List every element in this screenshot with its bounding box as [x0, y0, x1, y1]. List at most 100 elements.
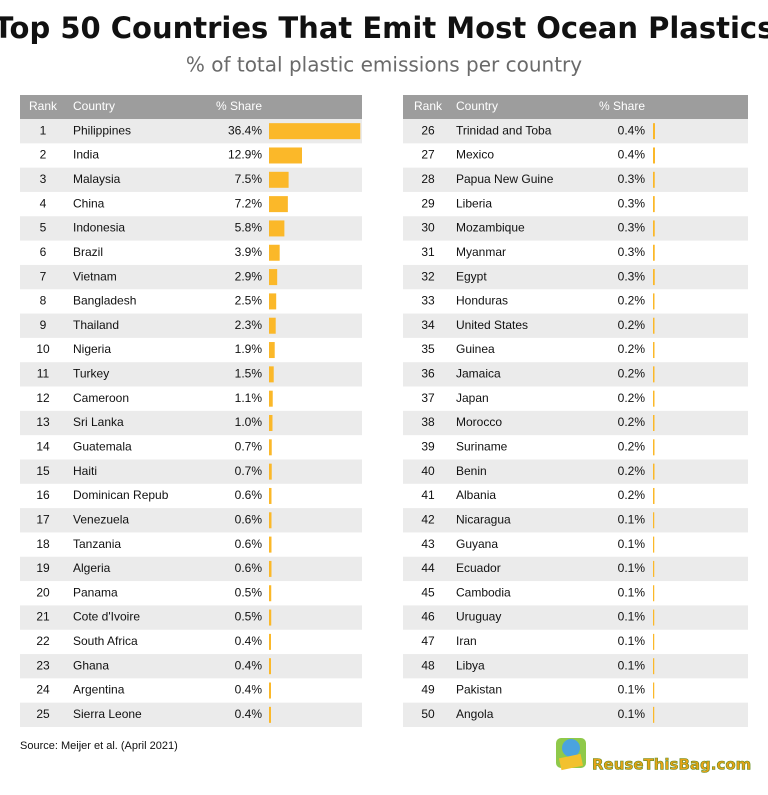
- country-cell: Iran: [456, 634, 477, 648]
- share-cell: 0.2%: [618, 342, 646, 356]
- row-shade: [403, 702, 748, 727]
- country-cell: Suriname: [456, 439, 508, 453]
- share-cell: 0.5%: [235, 585, 263, 599]
- bar: [269, 560, 272, 577]
- rank-cell: 35: [421, 342, 435, 356]
- rank-cell: 42: [421, 512, 435, 526]
- rank-cell: 37: [421, 391, 435, 405]
- share-cell: 0.2%: [618, 318, 646, 332]
- row-shade: [20, 459, 362, 484]
- share-cell: 0.2%: [618, 294, 646, 308]
- bar: [653, 682, 655, 699]
- bar: [269, 682, 271, 699]
- bar: [653, 317, 655, 334]
- rank-cell: 45: [421, 585, 435, 599]
- share-cell: 36.4%: [228, 123, 262, 137]
- rank-cell: 44: [421, 561, 435, 575]
- share-cell: 0.3%: [618, 172, 646, 186]
- rank-cell: 28: [421, 172, 435, 186]
- rank-cell: 14: [36, 439, 50, 453]
- country-cell: Myanmar: [456, 245, 506, 259]
- country-cell: Libya: [456, 658, 485, 672]
- country-cell: Ecuador: [456, 561, 501, 575]
- share-cell: 0.1%: [618, 537, 646, 551]
- share-cell: 1.5%: [235, 367, 263, 381]
- row-shade: [403, 167, 748, 192]
- country-cell: Honduras: [456, 294, 508, 308]
- share-cell: 0.6%: [235, 561, 263, 575]
- rank-cell: 34: [421, 318, 435, 332]
- chart-title: Top 50 Countries That Emit Most Ocean Pl…: [0, 11, 768, 45]
- rank-cell: 24: [36, 683, 50, 697]
- share-cell: 1.9%: [235, 342, 263, 356]
- bar: [653, 463, 655, 480]
- share-cell: 2.3%: [235, 318, 263, 332]
- row-shade: [20, 313, 362, 338]
- country-cell: Mozambique: [456, 221, 525, 235]
- country-cell: Mexico: [456, 148, 494, 162]
- bar: [269, 269, 278, 286]
- row-shade: [20, 216, 362, 241]
- bar: [653, 560, 655, 577]
- bar: [653, 366, 655, 383]
- bar: [269, 633, 271, 650]
- country-cell: Dominican Repub: [73, 488, 169, 502]
- bar: [269, 123, 361, 140]
- share-cell: 1.0%: [235, 415, 263, 429]
- rank-cell: 5: [40, 221, 47, 235]
- bar: [269, 658, 271, 675]
- bar: [269, 390, 273, 407]
- bar: [653, 609, 655, 626]
- country-cell: Vietnam: [73, 269, 117, 283]
- row-shade: [20, 264, 362, 290]
- share-cell: 1.1%: [235, 391, 263, 405]
- bar: [653, 269, 655, 286]
- share-cell: 12.9%: [228, 148, 262, 162]
- rank-cell: 36: [421, 367, 435, 381]
- share-cell: 0.1%: [618, 707, 646, 721]
- bar: [269, 366, 274, 383]
- country-cell: Guatemala: [73, 439, 132, 453]
- bar: [269, 293, 277, 310]
- rank-cell: 33: [421, 294, 435, 308]
- rank-cell: 50: [421, 707, 435, 721]
- rank-cell: 18: [36, 537, 50, 551]
- share-cell: 0.6%: [235, 537, 263, 551]
- country-cell: Trinidad and Toba: [456, 123, 552, 137]
- bar: [269, 487, 272, 504]
- share-cell: 0.3%: [618, 196, 646, 210]
- rank-cell: 25: [36, 707, 50, 721]
- row-shade: [20, 362, 362, 387]
- bar: [653, 487, 655, 504]
- rank-cell: 26: [421, 123, 435, 137]
- row-shade: [403, 216, 748, 241]
- bar: [269, 244, 280, 261]
- row-shade: [20, 605, 362, 630]
- bar: [653, 439, 655, 456]
- share-cell: 7.5%: [235, 172, 263, 186]
- rank-cell: 32: [421, 269, 435, 283]
- share-cell: 0.1%: [618, 634, 646, 648]
- share-cell: 0.3%: [618, 269, 646, 283]
- country-cell: Cameroon: [73, 391, 129, 405]
- bar: [269, 220, 285, 237]
- rank-cell: 31: [421, 245, 435, 259]
- rank-cell: 12: [36, 391, 50, 405]
- country-cell: Indonesia: [73, 221, 125, 235]
- bar: [269, 463, 272, 480]
- bar: [653, 147, 655, 164]
- bar: [269, 585, 272, 602]
- bar: [653, 244, 655, 261]
- header-cell: Rank: [414, 99, 443, 113]
- source-note: Source: Meijer et al. (April 2021): [20, 740, 178, 752]
- rank-cell: 21: [36, 610, 50, 624]
- row-shade: [403, 556, 748, 582]
- rank-cell: 39: [421, 439, 435, 453]
- country-cell: Ghana: [73, 658, 109, 672]
- row-shade: [403, 459, 748, 484]
- country-cell: Angola: [456, 707, 494, 721]
- rank-cell: 49: [421, 683, 435, 697]
- share-cell: 0.4%: [235, 658, 263, 672]
- header-cell: % Share: [599, 99, 645, 113]
